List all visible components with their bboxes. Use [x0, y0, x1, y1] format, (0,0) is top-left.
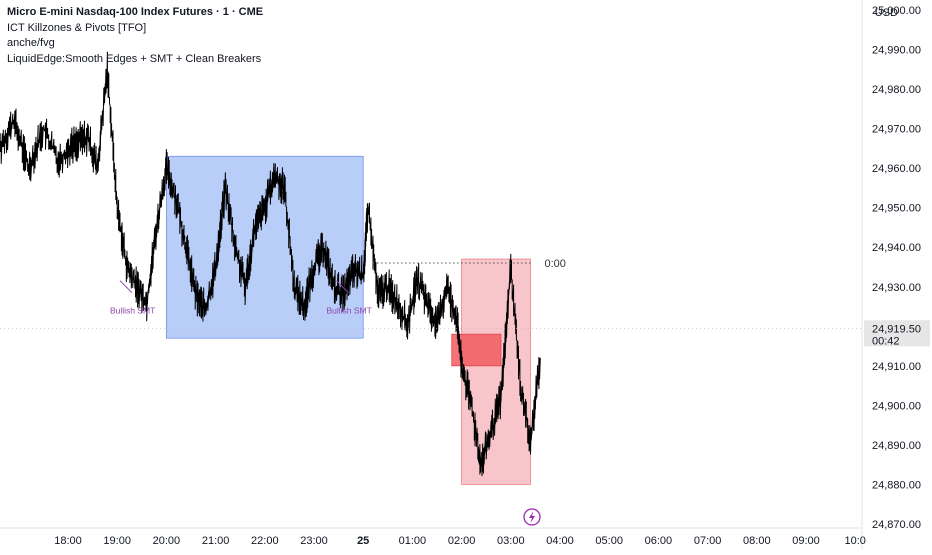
- x-tick-label[interactable]: 03:00: [497, 535, 525, 547]
- dotted-level-label: 0:00: [544, 258, 565, 270]
- chart-legend: Micro E-mini Nasdaq-100 Index Futures · …: [7, 5, 263, 67]
- y-tick-label[interactable]: 24,930.00: [872, 282, 921, 294]
- y-tick-label[interactable]: 24,950.00: [872, 203, 921, 215]
- x-tick-label[interactable]: 06:00: [645, 535, 673, 547]
- x-tick-label[interactable]: 01:00: [399, 535, 427, 547]
- y-tick-label[interactable]: 24,870.00: [872, 519, 921, 531]
- y-tick-label[interactable]: 24,890.00: [872, 440, 921, 452]
- x-tick-label[interactable]: 20:00: [153, 535, 181, 547]
- x-tick-label[interactable]: 05:00: [595, 535, 623, 547]
- x-tick-label[interactable]: 10:0: [844, 535, 865, 547]
- y-tick-label[interactable]: 24,910.00: [872, 361, 921, 373]
- x-tick-label[interactable]: 04:00: [546, 535, 574, 547]
- smt-connector: [119, 280, 133, 294]
- indicator-killzones[interactable]: ICT Killzones & Pivots [TFO]: [7, 21, 147, 34]
- bar-countdown[interactable]: 00:42: [872, 335, 900, 347]
- x-tick-label[interactable]: 18:00: [54, 535, 82, 547]
- smt-label: Bullish SMT: [110, 306, 155, 316]
- currency-label[interactable]: USD: [874, 7, 898, 19]
- x-tick-label[interactable]: 25: [357, 535, 369, 547]
- price-series-line: [0, 51, 541, 477]
- last-price-value[interactable]: 24,919.50: [872, 323, 921, 335]
- lightning-bolt-icon: [529, 511, 535, 523]
- smt-label: Bullish SMT: [326, 306, 371, 316]
- x-tick-label[interactable]: 02:00: [448, 535, 476, 547]
- x-tick-label[interactable]: 07:00: [694, 535, 722, 547]
- y-tick-label[interactable]: 24,900.00: [872, 400, 921, 412]
- last-price-badge[interactable]: [864, 320, 930, 347]
- y-tick-label[interactable]: 24,880.00: [872, 479, 921, 491]
- indicator-liquidedge[interactable]: LiquidEdge:Smooth Edges + SMT + Clean Br…: [7, 52, 262, 65]
- y-tick-label[interactable]: 25,000.00: [872, 5, 921, 17]
- y-tick-label[interactable]: 24,960.00: [872, 163, 921, 175]
- indicator-fvg[interactable]: anche/fvg: [7, 37, 55, 49]
- plot-background[interactable]: [0, 0, 862, 524]
- x-tick-label[interactable]: 19:00: [103, 535, 131, 547]
- y-tick-label[interactable]: 24,980.00: [872, 84, 921, 96]
- x-tick-label[interactable]: 22:00: [251, 535, 279, 547]
- y-tick-label[interactable]: 24,990.00: [872, 45, 921, 57]
- x-tick-label[interactable]: 08:00: [743, 535, 771, 547]
- x-tick-label[interactable]: 21:00: [202, 535, 230, 547]
- y-tick-label[interactable]: 24,970.00: [872, 124, 921, 136]
- y-tick-label[interactable]: 24,940.00: [872, 242, 921, 254]
- x-tick-label[interactable]: 09:00: [792, 535, 820, 547]
- smt-connector: [336, 280, 349, 294]
- x-tick-label[interactable]: 23:00: [300, 535, 328, 547]
- symbol-title[interactable]: Micro E-mini Nasdaq-100 Index Futures · …: [7, 6, 264, 18]
